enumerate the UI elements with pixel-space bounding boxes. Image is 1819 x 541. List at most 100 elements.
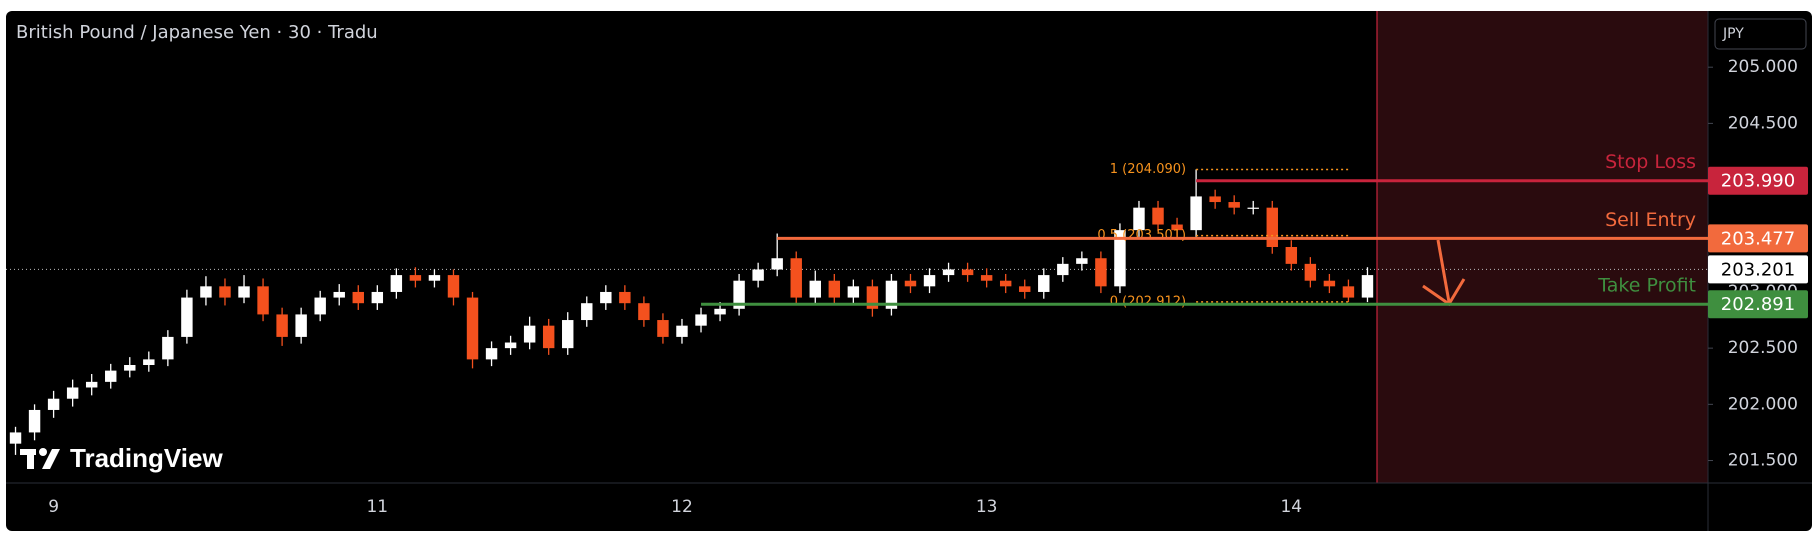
- y-tick-label: 202.500: [1728, 338, 1798, 358]
- candle-body: [714, 308, 726, 315]
- candle-body: [466, 297, 479, 360]
- candle-body: [333, 291, 345, 298]
- candle-body: [105, 370, 117, 382]
- candle-body: [1133, 207, 1145, 231]
- candle-body: [828, 280, 841, 298]
- candle-body: [942, 269, 955, 276]
- candle-body: [676, 325, 688, 337]
- last-price-tag: [1708, 255, 1808, 284]
- candle-body: [66, 387, 79, 399]
- level-tag: [1708, 290, 1808, 319]
- y-tick-label: 201.500: [1728, 451, 1798, 471]
- candle-body: [752, 269, 764, 281]
- candle-body: [371, 291, 384, 304]
- candle-body: [390, 275, 403, 292]
- candle-body: [1323, 280, 1336, 287]
- candle-body: [28, 409, 41, 433]
- candle-body: [1361, 275, 1374, 298]
- level-name: Sell Entry: [1605, 209, 1696, 231]
- candle-body: [200, 286, 212, 298]
- candle-body: [562, 320, 574, 349]
- x-tick-label: 9: [48, 497, 59, 517]
- candle-body: [314, 297, 326, 315]
- candle-body: [504, 342, 517, 349]
- fib-label: 1 (204.090): [1110, 162, 1186, 177]
- candle-body: [542, 325, 555, 349]
- level-tag: [1708, 224, 1808, 253]
- currency-label: JPY: [1722, 26, 1744, 42]
- watermark: TradingView: [70, 443, 223, 473]
- candle-body: [124, 365, 136, 371]
- candle-body: [619, 291, 631, 304]
- candle-body: [961, 269, 974, 276]
- candle-body: [885, 280, 898, 309]
- level-tag: [1708, 166, 1808, 195]
- candle-body: [638, 303, 650, 321]
- candle-body: [923, 275, 936, 287]
- level-name: Stop Loss: [1605, 151, 1696, 173]
- candle-body: [999, 280, 1012, 287]
- candle-body: [1266, 207, 1278, 247]
- candle-body: [1152, 207, 1164, 225]
- x-tick-label: 12: [671, 497, 693, 517]
- candle-body: [447, 275, 460, 298]
- candle-body: [1038, 275, 1050, 292]
- y-tick-label: 204.500: [1728, 113, 1798, 133]
- watermark-logo: [20, 448, 60, 469]
- y-tick-label: 202.000: [1728, 394, 1798, 414]
- level-tag-label: 202.891: [1721, 294, 1795, 315]
- candle-body: [1228, 202, 1240, 208]
- candle-body: [1304, 263, 1317, 281]
- candle-body: [1019, 286, 1031, 292]
- candle-body: [523, 325, 536, 343]
- candle-body: [1209, 196, 1221, 203]
- y-tick-label: 205.000: [1728, 57, 1798, 77]
- candle-body: [1342, 286, 1355, 298]
- candle-body: [85, 381, 98, 388]
- candle-body: [428, 275, 441, 281]
- candle-body: [847, 286, 860, 298]
- panel: [6, 11, 1812, 531]
- candle-body: [771, 258, 783, 270]
- last-price-label: 203.201: [1721, 259, 1795, 280]
- candle-body: [257, 286, 269, 315]
- chart-title: British Pound / Japanese Yen · 30 · Trad…: [16, 22, 378, 43]
- marks: [6, 168, 1708, 455]
- fib-label: 0 (202.912): [1110, 294, 1186, 309]
- candle-body: [657, 320, 669, 337]
- candle-body: [352, 291, 364, 304]
- candle-body: [904, 280, 917, 287]
- candle-body: [733, 280, 745, 309]
- candle-body: [162, 336, 174, 360]
- candle-body: [219, 286, 231, 298]
- candle-body: [485, 348, 498, 360]
- candle-body: [980, 275, 993, 281]
- candle-body: [143, 359, 155, 365]
- candle-body: [809, 280, 821, 298]
- candle-body: [238, 286, 250, 298]
- x-tick-label: 11: [366, 497, 388, 517]
- candle-body: [866, 286, 879, 309]
- x-tick-label: 14: [1280, 497, 1302, 517]
- candle-body: [276, 314, 288, 337]
- candle-body: [47, 398, 60, 410]
- x-tick-label: 13: [976, 497, 998, 517]
- candle-body: [1171, 224, 1183, 231]
- level-tag-label: 203.477: [1721, 228, 1795, 249]
- candle-body: [1076, 258, 1088, 264]
- candle-body: [581, 303, 593, 321]
- candle-body: [409, 275, 422, 281]
- candle-body: [695, 314, 707, 326]
- level-name: Take Profit: [1597, 275, 1696, 297]
- candle-body: [1114, 230, 1126, 287]
- candle-body: [1285, 247, 1298, 264]
- future-zone: [1377, 11, 1708, 483]
- arrow-shaft: [1436, 239, 1451, 303]
- candle-body: [1190, 196, 1202, 231]
- level-tag-label: 203.990: [1721, 171, 1795, 192]
- candle-body: [600, 291, 612, 304]
- currency-box[interactable]: [1714, 18, 1807, 50]
- candle-body: [790, 258, 802, 298]
